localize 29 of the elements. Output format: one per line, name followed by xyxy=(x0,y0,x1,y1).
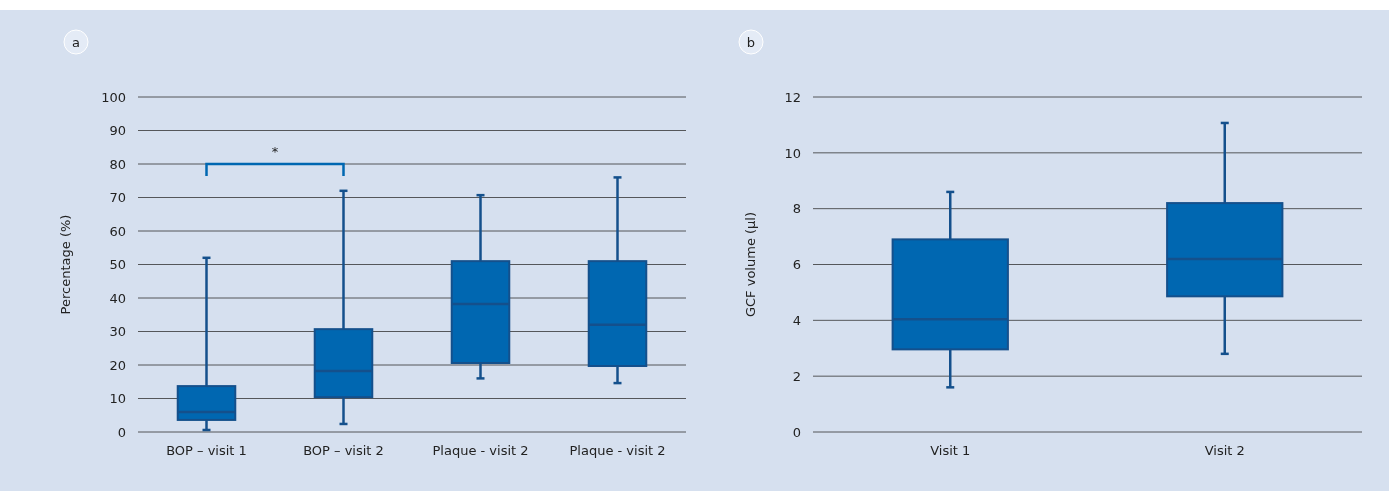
y-tick-label: 10 xyxy=(109,391,126,407)
y-tick-label: 80 xyxy=(109,156,126,172)
y-tick-label: 10 xyxy=(784,145,801,161)
y-tick-label: 100 xyxy=(101,89,126,105)
x-tick-label: Plaque - visit 2 xyxy=(432,443,529,459)
y-tick-label: 90 xyxy=(109,123,126,139)
y-tick-label: 4 xyxy=(792,312,801,328)
x-tick-label: BOP – visit 1 xyxy=(166,443,247,459)
y-tick-label: 0 xyxy=(117,424,126,440)
y-tick-label: 0 xyxy=(792,424,801,440)
text: b xyxy=(746,35,756,50)
x-tick-label: Visit 2 xyxy=(1204,443,1245,459)
x-tick-label: Visit 1 xyxy=(930,443,971,459)
annotation: * xyxy=(271,144,279,159)
y-tick-label: 8 xyxy=(792,201,801,217)
x-tick-label: BOP – visit 2 xyxy=(303,443,384,459)
y-tick-label: 20 xyxy=(109,357,126,373)
y-tick-label: 70 xyxy=(109,190,126,206)
y-tick-label: 30 xyxy=(109,324,126,340)
y-tick-label: 40 xyxy=(109,290,126,306)
y-tick-label: 12 xyxy=(784,89,801,105)
y-tick-label: 50 xyxy=(109,257,126,273)
y-tick-label: 6 xyxy=(792,257,801,273)
y-axis-title: Percentage (%) xyxy=(58,214,73,315)
x-tick-label: Plaque - visit 2 xyxy=(569,443,666,459)
y-axis-title: GCF volume (µl) xyxy=(743,211,758,318)
y-tick-label: 2 xyxy=(792,368,801,384)
y-tick-label: 60 xyxy=(109,223,126,239)
text: a xyxy=(72,35,80,50)
